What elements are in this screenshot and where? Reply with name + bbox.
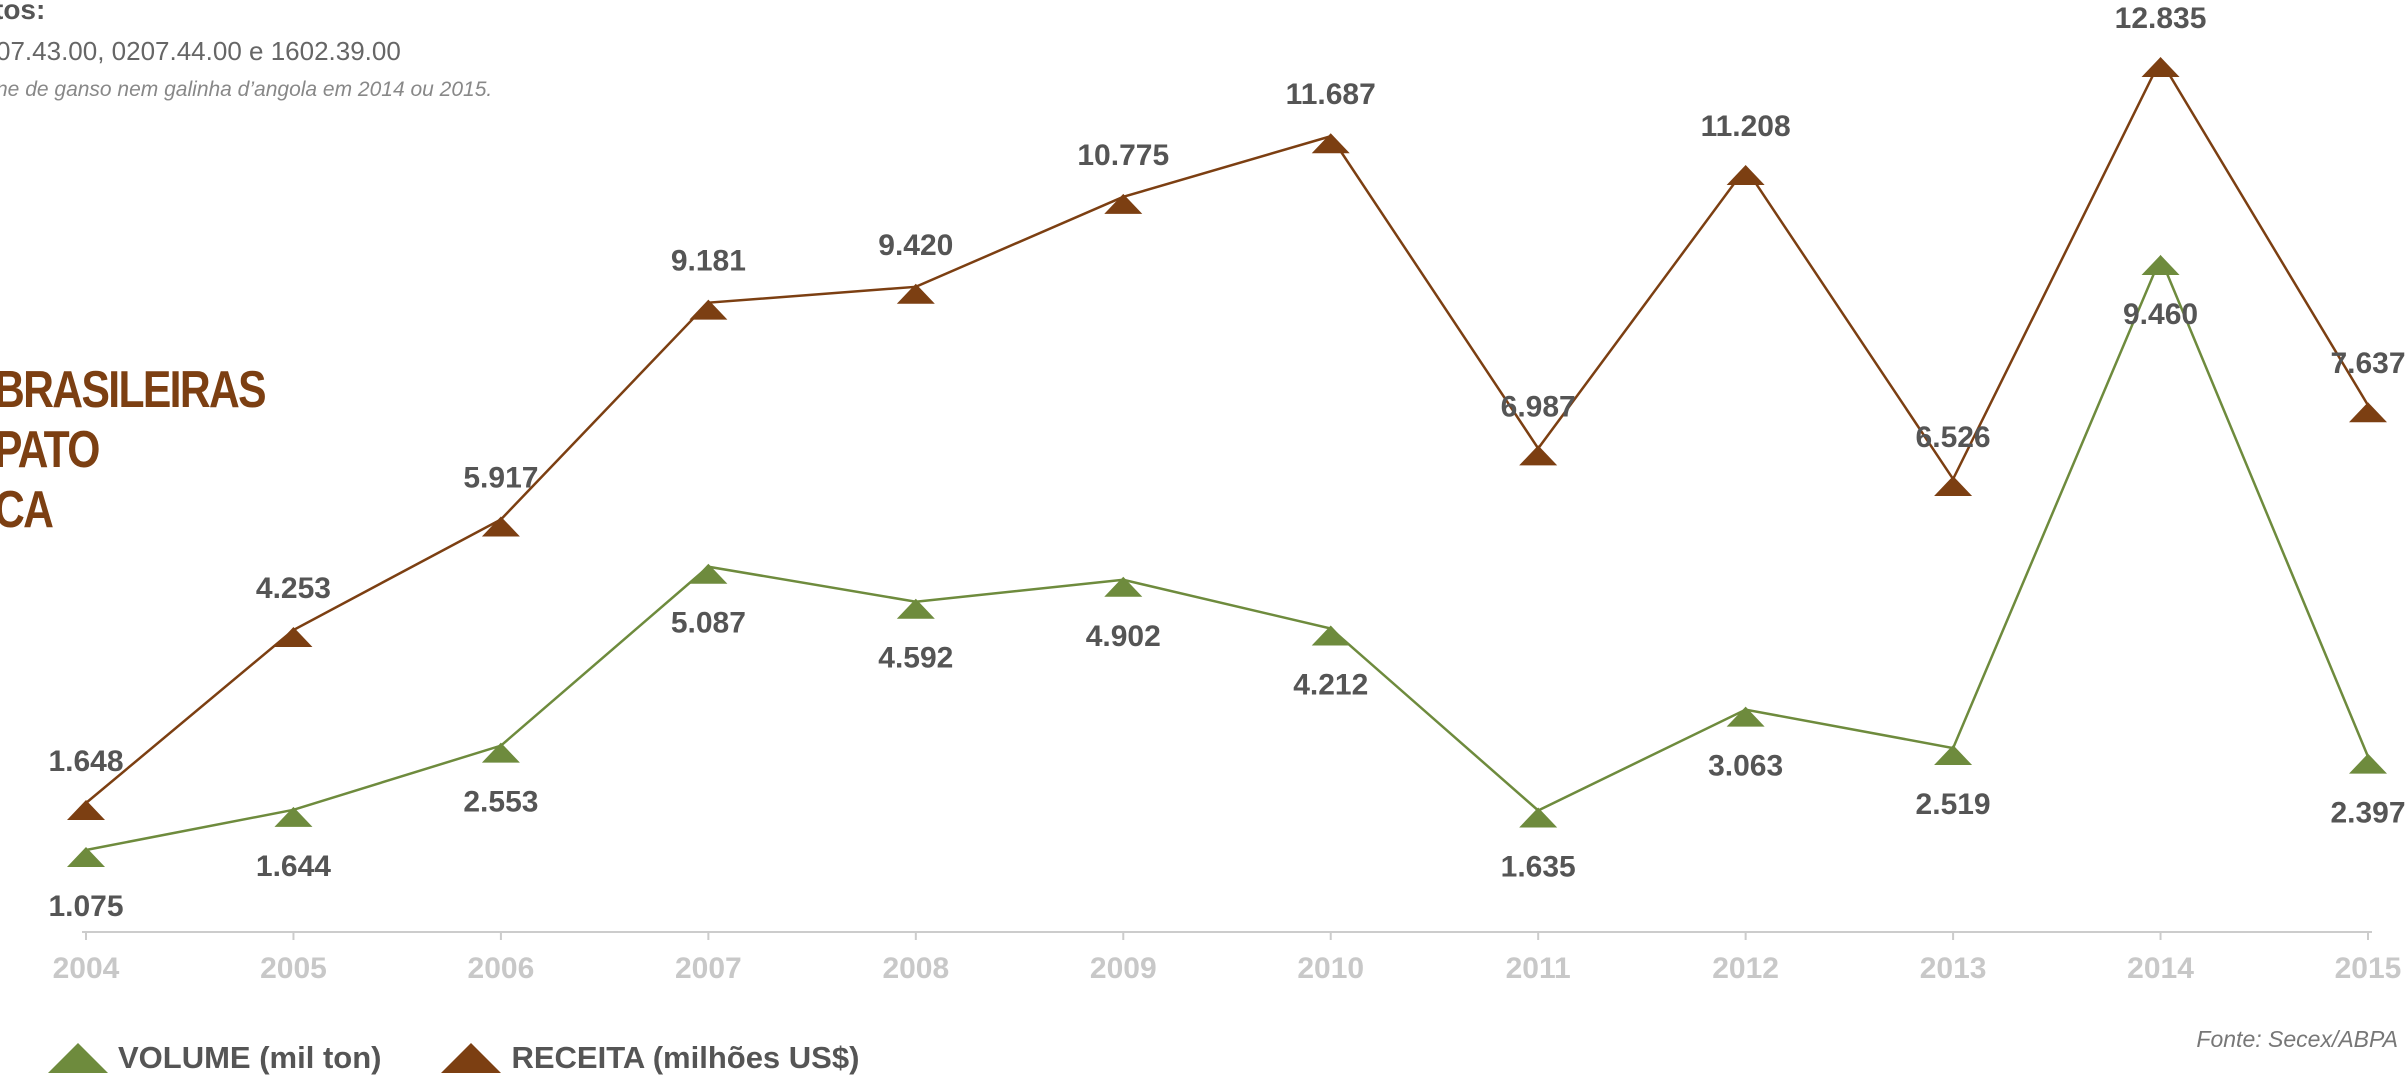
receita-marker-2013	[1934, 476, 1973, 497]
big-title-line-3: CA	[0, 481, 54, 539]
brown-triangle-icon	[441, 1043, 502, 1073]
volume-marker-2008	[896, 598, 935, 619]
source-note: Fonte: Secex/ABPA	[2196, 1026, 2398, 1052]
receita-marker-2010	[1311, 133, 1350, 154]
x-tick-label-2010: 2010	[1297, 952, 1364, 985]
x-tick-label-2007: 2007	[675, 952, 742, 985]
receita-marker-2008	[896, 283, 935, 304]
header-note: ne de ganso nem galinha d’angola em 2014…	[0, 78, 493, 101]
x-tick-label-2004: 2004	[53, 952, 120, 985]
x-tick-label-2011: 2011	[1506, 952, 1571, 985]
volume-line	[85, 254, 2370, 852]
receita-value-label-2010: 11.687	[1286, 78, 1376, 111]
big-title-line-1: BRASILEIRAS	[0, 361, 267, 419]
receita-marker-2005	[274, 626, 313, 647]
volume-value-label-2006: 2.553	[463, 786, 538, 819]
receita-marker-2006	[481, 516, 520, 537]
x-tick-label-2015: 2015	[2335, 952, 2402, 985]
volume-marker-2014	[2141, 255, 2180, 275]
volume-marker-2013	[1934, 745, 1973, 766]
receita-value-label-2004: 1.648	[48, 745, 123, 778]
receita-marker-2014	[2141, 57, 2180, 77]
volume-marker-2012	[1726, 706, 1765, 727]
header-title-fragment: tos:	[0, 0, 46, 25]
receita-marker-2004	[67, 800, 105, 820]
volume-marker-2015	[2349, 753, 2387, 774]
receita-value-label-2012: 11.208	[1701, 110, 1791, 143]
big-title-line-2: PATO	[0, 421, 100, 479]
x-tick-label-2012: 2012	[1712, 952, 1779, 985]
x-tick-label-2006: 2006	[468, 952, 535, 985]
receita-value-label-2006: 5.917	[463, 461, 538, 494]
receita-value-label-2014: 12.835	[2115, 2, 2207, 35]
volume-value-label-2015: 2.397	[2330, 797, 2405, 830]
volume-marker-2006	[481, 742, 520, 763]
volume-marker-2007	[689, 563, 728, 584]
receita-value-label-2013: 6.526	[1916, 421, 1991, 454]
volume-value-label-2009: 4.902	[1086, 620, 1161, 653]
receita-value-label-2005: 4.253	[256, 572, 331, 605]
legend-item-volume: VOLUME (mil ton)	[48, 1040, 381, 1076]
chart-legend: VOLUME (mil ton) RECEITA (milhões US$)	[48, 1040, 859, 1076]
volume-value-label-2005: 1.644	[256, 850, 331, 883]
x-tick-label-2009: 2009	[1090, 952, 1157, 985]
volume-value-label-2004: 1.075	[48, 890, 123, 923]
header-product-codes: 07.43.00, 0207.44.00 e 1602.39.00	[0, 36, 401, 66]
volume-value-label-2011: 1.635	[1501, 850, 1576, 883]
receita-value-label-2011: 6.987	[1501, 390, 1576, 423]
volume-marker-2004	[67, 847, 105, 867]
volume-value-label-2008: 4.592	[878, 642, 953, 675]
volume-value-label-2012: 3.063	[1708, 750, 1783, 783]
legend-item-receita: RECEITA (milhões US$)	[441, 1040, 859, 1076]
volume-value-label-2013: 2.519	[1916, 788, 1991, 821]
volume-value-label-2007: 5.087	[671, 607, 746, 640]
volume-marker-2009	[1104, 576, 1143, 597]
receita-marker-2009	[1104, 193, 1143, 214]
receita-line	[85, 57, 2370, 804]
receita-marker-2011	[1519, 445, 1558, 466]
volume-marker-2005	[274, 806, 313, 827]
volume-marker-2010	[1311, 625, 1350, 646]
receita-value-label-2008: 9.420	[878, 229, 953, 262]
volume-marker-2011	[1519, 807, 1558, 828]
green-triangle-icon	[48, 1043, 108, 1073]
receita-value-label-2007: 9.181	[671, 245, 746, 278]
receita-marker-2015	[2349, 402, 2387, 423]
receita-marker-2012	[1726, 165, 1765, 186]
legend-label-receita: RECEITA (milhões US$)	[511, 1040, 860, 1075]
x-tick-label-2014: 2014	[2127, 952, 2194, 985]
receita-value-label-2009: 10.775	[1077, 139, 1169, 172]
receita-value-label-2015: 7.637	[2330, 347, 2405, 380]
volume-value-label-2014: 9.460	[2123, 298, 2198, 331]
volume-value-label-2010: 4.212	[1293, 669, 1368, 702]
x-tick-label-2008: 2008	[882, 952, 949, 985]
legend-label-volume: VOLUME (mil ton)	[118, 1040, 382, 1075]
receita-marker-2007	[689, 299, 728, 320]
chart-big-title: BRASILEIRAS PATO CA	[0, 360, 267, 540]
x-tick-label-2013: 2013	[1920, 952, 1987, 985]
x-tick-label-2005: 2005	[260, 952, 327, 985]
